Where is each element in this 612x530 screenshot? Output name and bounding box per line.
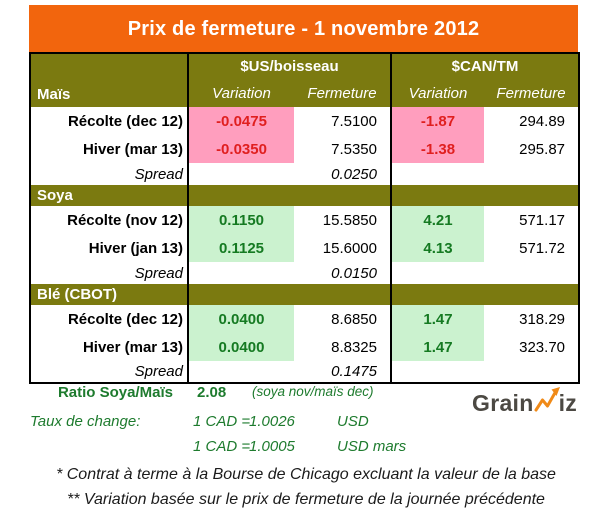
can-variation-value: 4.21	[390, 206, 484, 234]
exchange-rate-label: Taux de change:	[30, 413, 141, 430]
spread-row: Spread 0.1475	[30, 361, 579, 383]
us-variation-value: 0.0400	[187, 305, 294, 333]
group-header-us: $US/boisseau	[187, 53, 391, 79]
spread-value: 0.1475	[331, 363, 377, 380]
can-variation-value: 4.13	[390, 234, 484, 262]
stock-arrow-icon	[534, 387, 560, 412]
spread-row: Spread 0.0150	[30, 262, 579, 284]
subheader-us-variation: Variation	[187, 79, 294, 107]
exchange-rate-unit: USD	[337, 413, 369, 430]
table-row: Hiver (mar 13) -0.0350 7.5350 -1.38 295.…	[30, 135, 579, 163]
ratio-label: Ratio Soya/Maïs	[57, 384, 173, 401]
table-row: Récolte (dec 12) 0.0400 8.6850 1.47 318.…	[30, 305, 579, 333]
table-row: Récolte (nov 12) 0.1150 15.5850 4.21 571…	[30, 206, 579, 234]
page-title: Prix de fermeture - 1 novembre 2012	[29, 5, 578, 52]
footnote-1: * Contrat à terme à la Bourse de Chicago…	[56, 466, 556, 483]
us-fermeture-value: 15.5850	[322, 211, 377, 229]
can-fermeture-value: 318.29	[519, 310, 566, 328]
can-fermeture-value: 323.70	[519, 338, 566, 356]
us-fermeture-value: 7.5350	[331, 140, 377, 158]
row-label: Récolte (dec 12)	[67, 310, 183, 328]
table-row: Hiver (mar 13) 0.0400 8.8325 1.47 323.70	[30, 333, 579, 361]
exchange-rate-unit: USD mars	[337, 438, 407, 455]
subheader-can-fermeture: Fermeture	[484, 79, 580, 107]
logo-text-iz: iz	[558, 390, 578, 416]
spread-label: Spread	[134, 363, 183, 380]
us-fermeture-value: 7.5100	[331, 112, 377, 130]
closing-price-table: Maïs $US/boisseau $CAN/TM Variation Ferm…	[29, 52, 581, 384]
us-variation-value: -0.0350	[187, 135, 294, 163]
us-variation-value: 0.1150	[187, 206, 294, 234]
can-variation-value: 1.47	[390, 333, 484, 361]
logo-text-grain: Grain	[472, 390, 534, 416]
table-row: Hiver (jan 13) 0.1125 15.6000 4.13 571.7…	[30, 234, 579, 262]
row-label: Hiver (mar 13)	[82, 140, 183, 158]
can-fermeture-value: 571.72	[519, 239, 566, 257]
can-fermeture-value: 295.87	[519, 140, 566, 158]
exchange-rate-expr: 1 CAD =	[193, 438, 251, 455]
group-header-can: $CAN/TM	[389, 53, 580, 79]
ratio-value: 2.08	[197, 384, 227, 401]
section-header-mais: Maïs	[30, 53, 188, 107]
us-fermeture-value: 15.6000	[322, 239, 377, 257]
can-variation-value: -1.87	[390, 107, 484, 135]
footnote-2: ** Variation basée sur le prix de fermet…	[67, 491, 545, 508]
subheader-can-variation: Variation	[390, 79, 484, 107]
subheader-us-fermeture: Fermeture	[294, 79, 391, 107]
footer: Ratio Soya/Maïs 2.08 (soya nov/maïs dec)…	[0, 384, 612, 519]
row-label: Récolte (nov 12)	[67, 211, 183, 229]
spread-row: Spread 0.0250	[30, 163, 579, 185]
spread-value: 0.0150	[331, 264, 377, 282]
exchange-rate-expr: 1 CAD =	[193, 413, 251, 430]
exchange-rate-value: 1.0005	[249, 438, 295, 455]
can-fermeture-value: 294.89	[519, 112, 566, 130]
spread-value: 0.0250	[331, 165, 377, 183]
section-header-ble: Blé (CBOT)	[30, 284, 580, 305]
spread-label: Spread	[134, 264, 183, 282]
section-header-soya: Soya	[30, 185, 580, 206]
us-variation-value: -0.0475	[187, 107, 294, 135]
grainwiz-logo: Grain iz	[472, 387, 577, 417]
exchange-rate-value: 1.0026	[249, 413, 295, 430]
can-fermeture-value: 571.17	[519, 211, 566, 229]
can-variation-value: -1.38	[390, 135, 484, 163]
spread-label: Spread	[134, 165, 183, 183]
us-fermeture-value: 8.8325	[331, 338, 377, 356]
footnotes: * Contrat à terme à la Bourse de Chicago…	[0, 462, 612, 512]
row-label: Hiver (mar 13)	[82, 338, 183, 356]
row-label: Hiver (jan 13)	[88, 239, 183, 257]
row-label: Récolte (dec 12)	[67, 112, 183, 130]
ratio-note: (soya nov/maïs dec)	[252, 384, 374, 399]
us-variation-value: 0.0400	[187, 333, 294, 361]
us-fermeture-value: 8.6850	[331, 310, 377, 328]
table-row: Récolte (dec 12) -0.0475 7.5100 -1.87 29…	[30, 107, 579, 135]
can-variation-value: 1.47	[390, 305, 484, 333]
us-variation-value: 0.1125	[187, 234, 294, 262]
